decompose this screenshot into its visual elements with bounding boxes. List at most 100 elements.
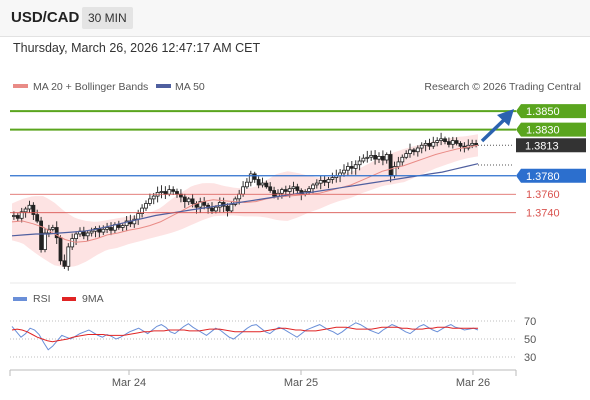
candle xyxy=(66,243,71,271)
bollinger-band xyxy=(12,134,478,268)
candle xyxy=(458,141,463,152)
svg-text:1.3740: 1.3740 xyxy=(526,208,560,220)
candle xyxy=(295,183,300,194)
svg-text:1.3850: 1.3850 xyxy=(526,106,560,118)
candle xyxy=(330,172,335,184)
candle xyxy=(256,176,261,189)
candle xyxy=(439,132,444,146)
candle xyxy=(144,200,148,211)
svg-text:1.3760: 1.3760 xyxy=(526,189,560,201)
candle xyxy=(62,254,67,269)
candle xyxy=(163,186,168,199)
candle xyxy=(380,150,385,166)
candle xyxy=(446,137,451,148)
rsi-grid: 70 50 30 xyxy=(10,316,536,364)
candle xyxy=(435,137,440,147)
rsi-legend-swatch xyxy=(13,297,27,301)
credit-text: Research © 2026 Trading Central xyxy=(424,81,581,93)
candle xyxy=(353,160,358,175)
candle xyxy=(349,161,354,175)
candle xyxy=(50,224,55,232)
x-tick-label: Mar 25 xyxy=(284,377,318,389)
candle xyxy=(225,203,230,217)
candle xyxy=(260,177,265,188)
level-1.3850: 1.3850 xyxy=(10,104,586,119)
candle xyxy=(252,171,257,183)
candle xyxy=(109,222,113,236)
candle xyxy=(35,209,40,224)
candle xyxy=(140,204,145,218)
candle xyxy=(415,145,420,157)
candle xyxy=(171,186,176,195)
candle xyxy=(377,152,381,163)
candles-group xyxy=(11,132,479,271)
candle xyxy=(31,202,36,220)
candle xyxy=(268,182,273,193)
ma9-legend-label: 9MA xyxy=(82,293,104,305)
level-1.3813: 1.3813 xyxy=(478,138,586,153)
levels-group: 1.3850 1.3830 1.3813 1.3780 1.3760 1.3740 xyxy=(10,104,586,220)
candle xyxy=(147,193,152,206)
candle xyxy=(105,222,109,233)
candle xyxy=(342,164,346,177)
level-1.3760: 1.3760 xyxy=(10,189,560,201)
candle xyxy=(443,136,447,145)
forecast-arrow xyxy=(480,109,514,143)
svg-text:1.3780: 1.3780 xyxy=(526,171,560,183)
price-plot-area: 1.3850 1.3830 1.3813 1.3780 1.3760 1.3740 xyxy=(10,104,586,271)
candle xyxy=(272,186,277,199)
currency-pair-title: USD/CAD xyxy=(11,9,80,26)
candle xyxy=(400,154,405,167)
candle xyxy=(427,138,432,150)
ma20-legend-label: MA 20 + Bollinger Bands xyxy=(33,81,148,93)
x-tick-label: Mar 24 xyxy=(112,377,146,389)
candle xyxy=(318,176,323,190)
candle xyxy=(23,206,28,218)
candle xyxy=(419,142,424,154)
candle xyxy=(291,181,296,194)
timeframe-badge[interactable]: 30 MIN xyxy=(82,7,133,29)
candle xyxy=(431,136,436,149)
rsi-tick-label: 70 xyxy=(524,316,536,328)
ma50-legend-label: MA 50 xyxy=(175,81,205,93)
candle xyxy=(361,154,366,164)
rsi-ma9-line xyxy=(11,326,478,343)
ma20-legend-swatch xyxy=(13,84,28,88)
ma50-line xyxy=(11,163,479,237)
candle xyxy=(326,177,331,189)
rsi-legend-label: RSI xyxy=(33,293,51,305)
candle xyxy=(404,150,409,160)
candle xyxy=(244,178,249,189)
ma20-line xyxy=(11,144,479,243)
candle xyxy=(198,197,203,213)
candle xyxy=(314,179,319,189)
candle xyxy=(365,150,370,163)
candle xyxy=(116,220,121,230)
x-axis-ticks: Mar 24 Mar 25 Mar 26 xyxy=(112,370,490,389)
ma50-legend-swatch xyxy=(156,84,171,88)
candle xyxy=(19,207,24,223)
candle xyxy=(89,227,94,237)
candle xyxy=(411,147,416,156)
candle xyxy=(132,215,137,228)
candle xyxy=(27,200,32,213)
level-1.3740: 1.3740 xyxy=(10,208,560,220)
candle xyxy=(322,176,327,186)
candle xyxy=(43,228,47,253)
candle xyxy=(210,202,214,214)
candle xyxy=(307,186,312,195)
candle xyxy=(369,150,374,161)
candle xyxy=(423,140,428,152)
candle xyxy=(345,162,350,176)
chart-header: USD/CAD 30 MIN xyxy=(0,0,590,37)
candle xyxy=(85,230,90,242)
candle xyxy=(151,193,156,205)
candle xyxy=(124,216,129,231)
ma9-legend-swatch xyxy=(62,297,76,301)
candle xyxy=(101,225,106,235)
candle xyxy=(454,137,459,146)
x-tick-label: Mar 26 xyxy=(456,377,490,389)
candle xyxy=(357,156,362,171)
candle xyxy=(248,170,253,187)
rsi-tick-label: 50 xyxy=(524,334,536,346)
